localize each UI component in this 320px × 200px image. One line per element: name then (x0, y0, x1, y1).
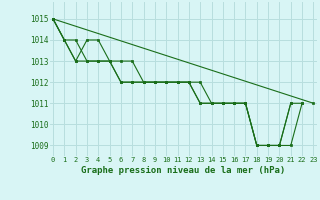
X-axis label: Graphe pression niveau de la mer (hPa): Graphe pression niveau de la mer (hPa) (81, 166, 285, 175)
